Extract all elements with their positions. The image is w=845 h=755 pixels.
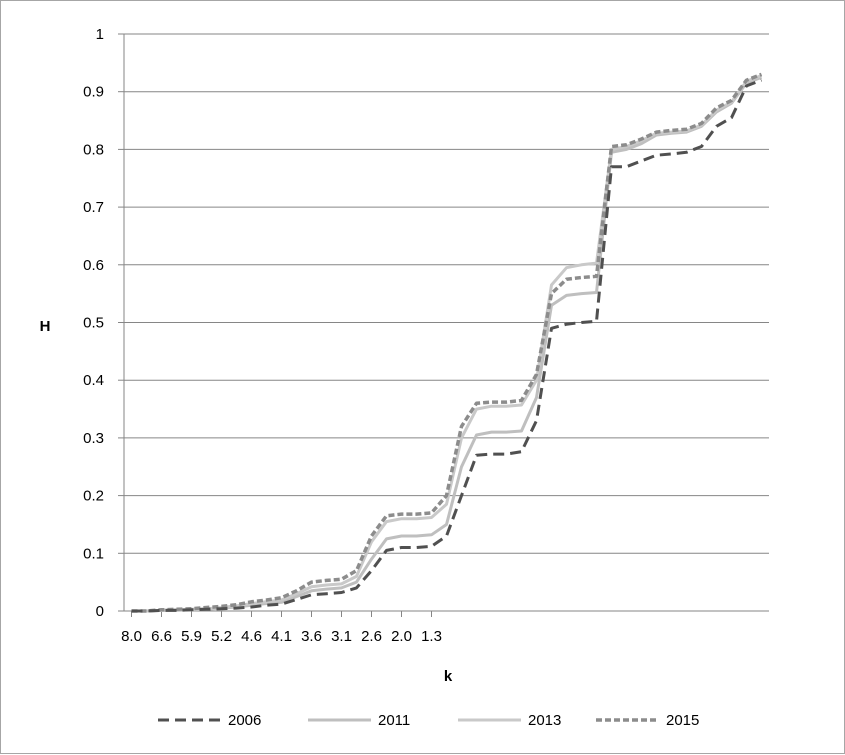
x-tick-label: 5.9 [181,628,202,645]
x-tick-label: 1.3 [421,628,442,645]
y-tick-label: 0.2 [83,488,104,505]
series-line-2011 [131,75,763,613]
legend-label-2006: 2006 [228,712,261,729]
y-tick-label: 0 [96,603,104,620]
x-axis-tick-labels: 8.0 6.6 5.9 5.2 4.6 4.1 3.6 3.1 2.6 2.0 1.3 [121,611,442,645]
y-tick-label: 0.3 [83,430,104,447]
y-tick-label: 0.4 [83,372,104,389]
series-lines [131,72,763,613]
x-tick-label: 4.6 [241,628,262,645]
y-tick-label: 1 [96,26,104,43]
y-tick-label: 0.8 [83,141,104,158]
y-axis-tick-labels: 0 0.1 0.2 0.3 0.4 0.5 0.6 0.7 0.8 0.9 1 [83,26,124,620]
legend-label-2013: 2013 [528,712,561,729]
y-axis-title: H [40,318,51,335]
x-axis-title: k [444,668,453,685]
y-tick-label: 0.1 [83,545,104,562]
x-tick-label: 6.6 [151,628,172,645]
gridlines [124,33,769,554]
y-tick-label: 0.5 [83,315,104,332]
x-tick-label: 4.1 [271,628,292,645]
legend-label-2015: 2015 [666,712,699,729]
series-line-2006 [131,78,763,613]
x-tick-label: 5.2 [211,628,232,645]
y-tick-label: 0.6 [83,257,104,274]
legend: 2006 2011 2013 2015 [158,712,699,729]
series-line-2015 [131,72,763,613]
x-tick-label: 2.0 [391,628,412,645]
x-tick-label: 2.6 [361,628,382,645]
y-tick-label: 0.7 [83,199,104,216]
x-tick-label: 3.6 [301,628,322,645]
x-tick-label: 3.1 [331,628,352,645]
y-tick-label: 0.9 [83,84,104,101]
legend-label-2011: 2011 [378,712,410,729]
x-tick-label: 8.0 [121,628,142,645]
